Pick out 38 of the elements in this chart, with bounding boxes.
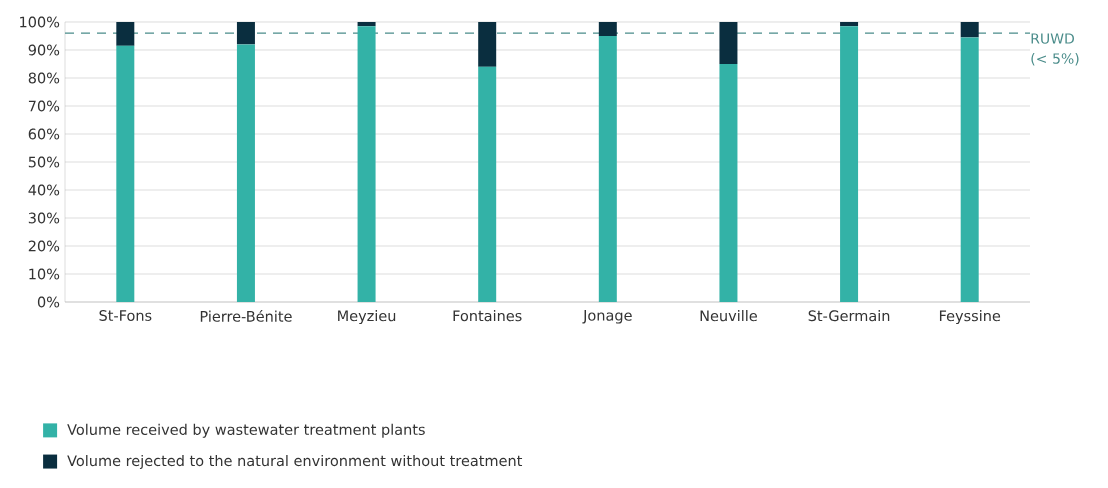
ref-line-label: RUWD (< 5%) <box>1031 33 1079 66</box>
y-tick-label: 50% <box>28 156 60 168</box>
y-tick-label: 0% <box>37 296 60 308</box>
bar <box>236 44 255 302</box>
x-tick-label: St-Germain <box>808 310 890 322</box>
bar <box>357 26 376 302</box>
bar <box>960 22 979 38</box>
bar <box>116 45 135 302</box>
x-tick-label: St-Fons <box>99 310 152 321</box>
bar <box>357 22 376 27</box>
x-tick-label: Pierre-Bénite <box>200 310 292 322</box>
y-tick-label: 30% <box>28 212 60 224</box>
y-tick-label: 70% <box>28 100 60 112</box>
bar <box>478 22 497 67</box>
x-tick-label: Fontaines <box>453 310 522 322</box>
x-tick-label: Neuville <box>700 310 757 322</box>
y-tick-label: 100% <box>20 16 60 28</box>
y-tick-label: 40% <box>28 184 60 196</box>
x-tick-label: Feyssine <box>939 310 1001 325</box>
bar <box>116 22 135 46</box>
y-tick-label: 90% <box>28 44 60 56</box>
bar <box>840 22 859 27</box>
y-tick-label: 60% <box>28 128 60 140</box>
x-tick-label: Meyzieu <box>338 310 396 325</box>
bar <box>960 37 979 302</box>
legend-label: Volume received by wastewater treatment plants <box>67 423 425 438</box>
y-tick-label: 20% <box>28 240 60 252</box>
bar <box>840 26 859 302</box>
bar <box>236 22 255 45</box>
legend-label: Volume rejected to the natural environment without treatment <box>67 454 523 469</box>
bar <box>598 22 617 36</box>
bar <box>478 66 497 302</box>
bar <box>719 64 738 302</box>
bar <box>719 22 738 64</box>
y-tick-label: 10% <box>29 268 60 280</box>
bar <box>598 36 617 302</box>
y-tick-label: 80% <box>28 72 60 84</box>
x-tick-label: Jonage <box>582 310 632 324</box>
